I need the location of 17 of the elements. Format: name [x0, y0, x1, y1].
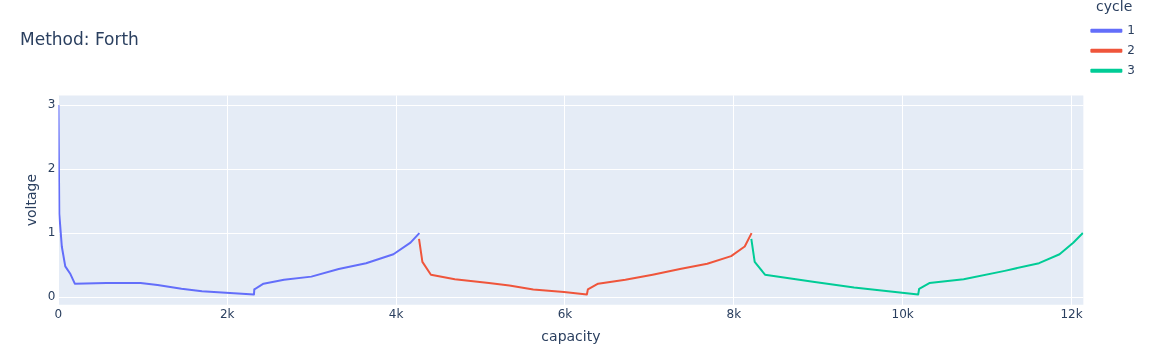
x-tick-label: 4k [388, 307, 404, 322]
y-tick-label: 3 [47, 97, 56, 112]
y-tick-label: 2 [47, 161, 56, 176]
legend-title: cycle [1096, 0, 1133, 14]
x-tick-label: 6k [557, 307, 573, 322]
y-tick-label: 1 [47, 225, 56, 240]
legend-label: 1 [1127, 22, 1136, 37]
x-axis-title: capacity [541, 328, 601, 345]
legend-label: 3 [1127, 62, 1136, 77]
x-tick-label: 2k [219, 307, 235, 322]
x-tick-label: 12k [1060, 307, 1083, 322]
y-axis-title: voltage [23, 173, 40, 227]
legend-label: 2 [1127, 42, 1136, 57]
x-tick-label: 10k [891, 307, 914, 322]
chart-title: Method: Forth [20, 28, 139, 49]
y-tick-label: 0 [47, 289, 56, 304]
x-tick-label: 8k [726, 307, 742, 322]
